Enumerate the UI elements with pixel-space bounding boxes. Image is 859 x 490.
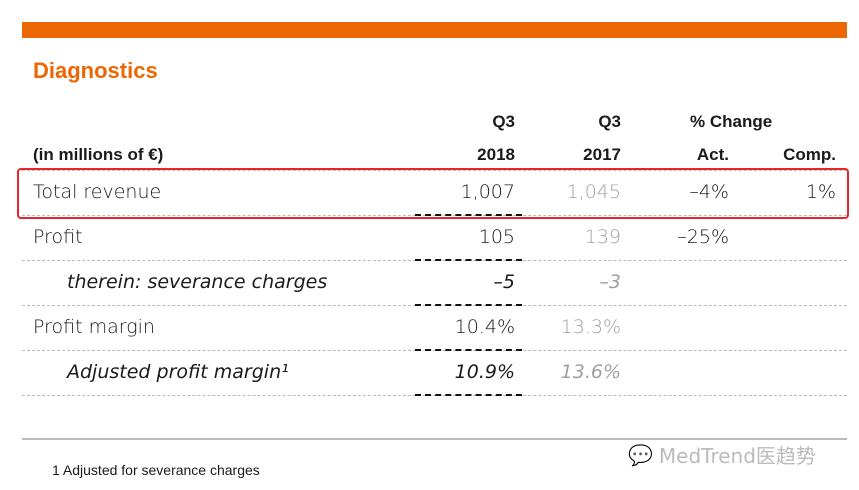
table-row: Adjusted profit margin¹ 10.9% 13.6% <box>22 351 847 396</box>
table-row: Total revenue 1,007 1,045 –4% 1% <box>22 171 847 216</box>
unit-label: (in millions of €) <box>33 145 164 164</box>
col-2017-top: Q3 <box>598 112 621 131</box>
table-row: therein: severance charges –5 –3 <box>22 261 847 306</box>
page-title: Diagnostics <box>33 58 158 83</box>
col-comp: Comp. <box>783 145 836 164</box>
accent-bar <box>22 22 847 38</box>
col-act: Act. <box>696 145 729 164</box>
table-row: Profit margin 10.4% 13.3% <box>22 306 847 351</box>
footnote: 1 Adjusted for severance charges <box>52 462 260 478</box>
table-row: Profit 105 139 –25% <box>22 216 847 261</box>
col-change-top: % Change <box>690 112 773 131</box>
col-2017: 2017 <box>583 145 621 164</box>
col-2018-top: Q3 <box>492 112 515 131</box>
watermark: 💬 MedTrend医趋势 <box>628 442 816 469</box>
highlight-box <box>17 168 849 219</box>
col-2018: 2018 <box>477 145 515 164</box>
divider <box>22 438 847 440</box>
wechat-icon: 💬 <box>628 442 653 467</box>
